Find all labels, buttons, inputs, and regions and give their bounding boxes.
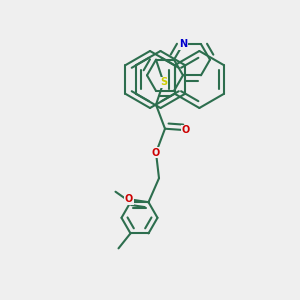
Text: O: O: [125, 194, 133, 204]
Text: O: O: [182, 125, 190, 135]
Text: O: O: [152, 148, 160, 158]
Text: S: S: [160, 77, 167, 87]
Text: N: N: [179, 39, 187, 49]
